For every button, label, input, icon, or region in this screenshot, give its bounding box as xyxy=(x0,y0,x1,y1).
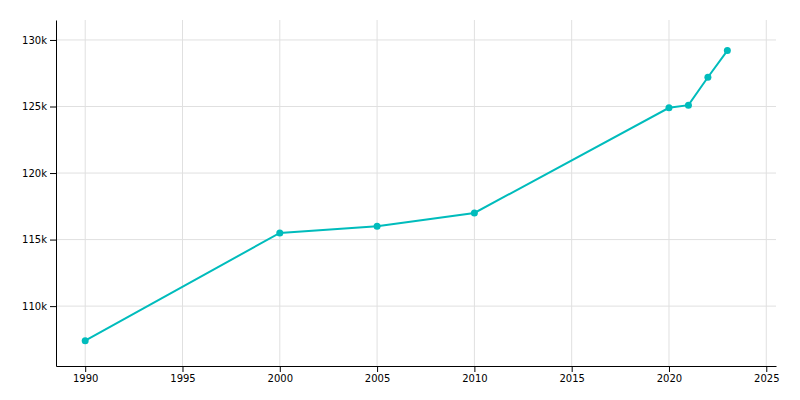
chart: 1990 1995 2000 2005 2010 2015 2020 2025 110k 115k… xyxy=(0,0,800,400)
x-tick-label: 2000 xyxy=(268,373,293,384)
grid-line xyxy=(279,20,280,366)
x-tick: 2000 xyxy=(268,366,293,384)
axis-line xyxy=(56,21,57,367)
x-tick-mark xyxy=(572,366,573,372)
y-tick-mark xyxy=(50,107,56,108)
x-tick: 1990 xyxy=(73,366,98,384)
x-tick-mark xyxy=(377,366,378,372)
x-tick: 2025 xyxy=(754,366,779,384)
grid-line xyxy=(56,173,776,174)
x-tick-label: 2025 xyxy=(754,373,779,384)
grid-line xyxy=(766,20,767,366)
y-tick-label: 125k xyxy=(22,101,47,112)
y-tick-mark xyxy=(50,40,56,41)
point xyxy=(685,102,692,109)
grid-line xyxy=(85,20,86,366)
grid-line xyxy=(474,20,475,366)
point xyxy=(704,74,711,81)
grid-line xyxy=(56,39,776,40)
x-tick-label: 1990 xyxy=(73,373,98,384)
y-tick-mark xyxy=(50,173,56,174)
x-tick-label: 1995 xyxy=(170,373,195,384)
x-tick-label: 2020 xyxy=(657,373,682,384)
axis-line xyxy=(57,366,777,367)
point xyxy=(665,104,672,111)
y-tick-label: 115k xyxy=(22,234,47,245)
x-tick: 2015 xyxy=(559,366,584,384)
x-tick-mark xyxy=(182,366,183,372)
grid-line xyxy=(571,20,572,366)
x-axis: 1990 1995 2000 2005 2010 2015 2020 2025 xyxy=(57,366,780,384)
grid-line xyxy=(377,20,378,366)
point xyxy=(82,337,89,344)
point xyxy=(374,223,381,230)
line xyxy=(85,51,727,341)
y-tick: 125k xyxy=(22,101,56,112)
grid xyxy=(56,20,776,366)
x-tick-mark xyxy=(280,366,281,372)
point xyxy=(724,47,731,54)
x-tick: 1995 xyxy=(170,366,195,384)
x-tick-label: 2010 xyxy=(462,373,487,384)
grid-line xyxy=(668,20,669,366)
grid-line xyxy=(182,20,183,366)
x-tick-mark xyxy=(669,366,670,372)
y-tick-label: 120k xyxy=(22,168,47,179)
grid-line xyxy=(56,306,776,307)
plot-area xyxy=(82,47,731,344)
x-tick-mark xyxy=(474,366,475,372)
x-tick-mark xyxy=(766,366,767,372)
y-tick-mark xyxy=(50,240,56,241)
y-tick-label: 130k xyxy=(22,35,47,46)
y-tick: 120k xyxy=(22,168,56,179)
y-tick: 110k xyxy=(22,301,56,312)
x-tick-label: 2015 xyxy=(559,373,584,384)
x-tick: 2005 xyxy=(365,366,390,384)
y-tick-mark xyxy=(50,306,56,307)
point xyxy=(276,229,283,236)
x-tick-mark xyxy=(85,366,86,372)
y-axis: 110k 115k 120k 125k 130k xyxy=(22,21,56,367)
y-tick: 115k xyxy=(22,234,56,245)
x-tick: 2020 xyxy=(657,366,682,384)
y-tick: 130k xyxy=(22,35,56,46)
y-tick-label: 110k xyxy=(22,301,47,312)
point xyxy=(471,209,478,216)
x-tick: 2010 xyxy=(462,366,487,384)
grid-line xyxy=(56,239,776,240)
x-tick-label: 2005 xyxy=(365,373,390,384)
